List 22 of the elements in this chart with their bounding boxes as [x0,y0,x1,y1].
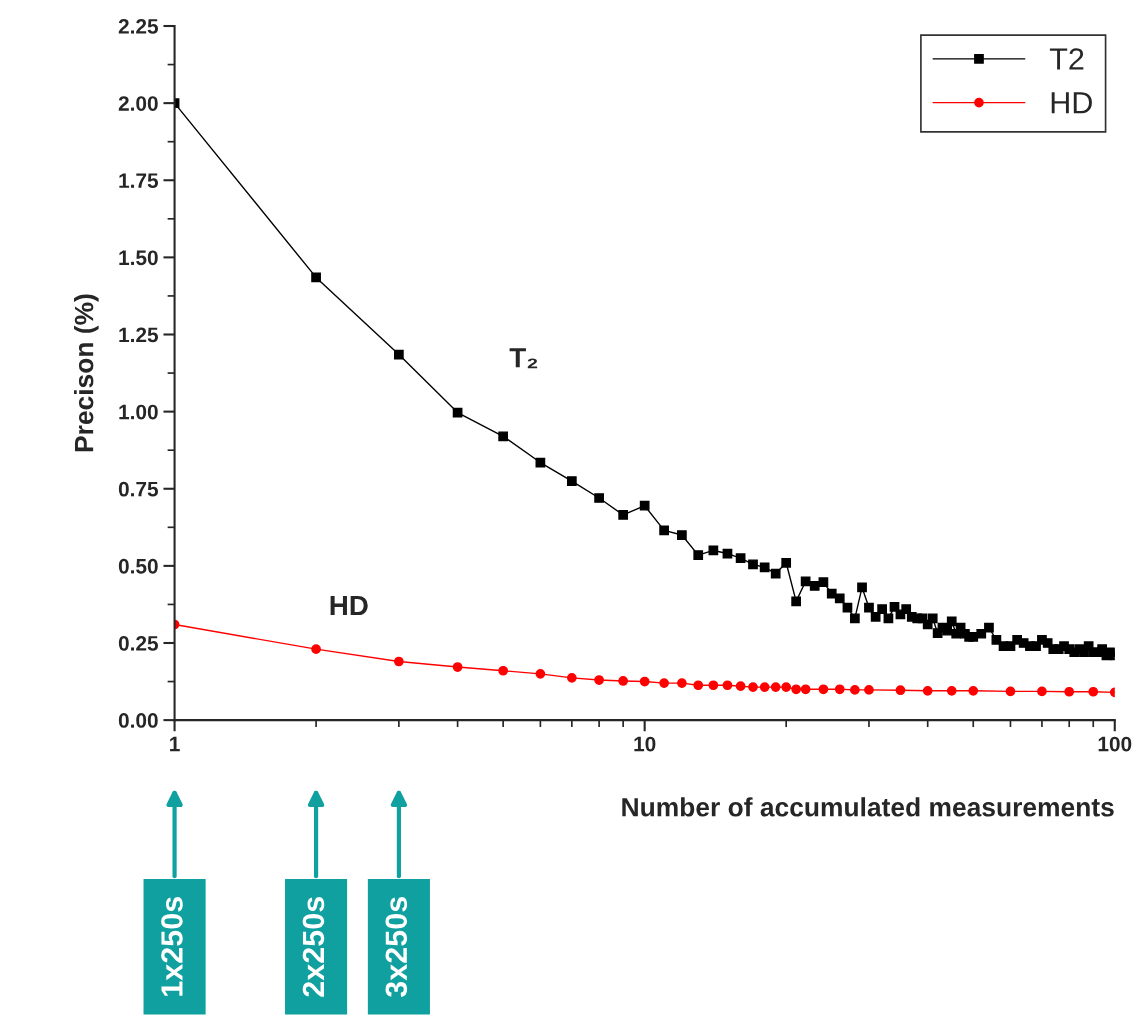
y-tick-label: 0.75 [118,481,159,497]
y-tick-label: 2.00 [118,96,158,111]
y-tick-label: 0.25 [118,636,159,651]
text: 2x250s [302,897,325,997]
x-axis-title: Number of accumulated measurements [622,797,1114,817]
legend-label: T2 [1049,48,1084,70]
y-tick-label: 2.25 [118,19,159,34]
legend-label: HD [1051,92,1092,114]
y-tick-label: 0.00 [118,713,158,728]
x-tick-label: 100 [1098,736,1132,752]
annotation: T₂ [509,348,538,369]
y-tick-label: 0.50 [118,558,158,574]
y-tick-label: 1.50 [119,250,158,266]
x-tick-label: 10 [634,736,656,752]
y-tick-label: 1.25 [119,327,159,343]
x-tick-label: 1 [170,736,180,752]
y-axis-title: Precison (%) [74,294,99,452]
text: 3x250s [385,897,408,998]
y-tick-label: 1.00 [119,404,158,420]
annotation: HD [330,595,368,616]
y-tick-label: 1.75 [119,173,159,189]
text: 1x250s [161,897,183,996]
